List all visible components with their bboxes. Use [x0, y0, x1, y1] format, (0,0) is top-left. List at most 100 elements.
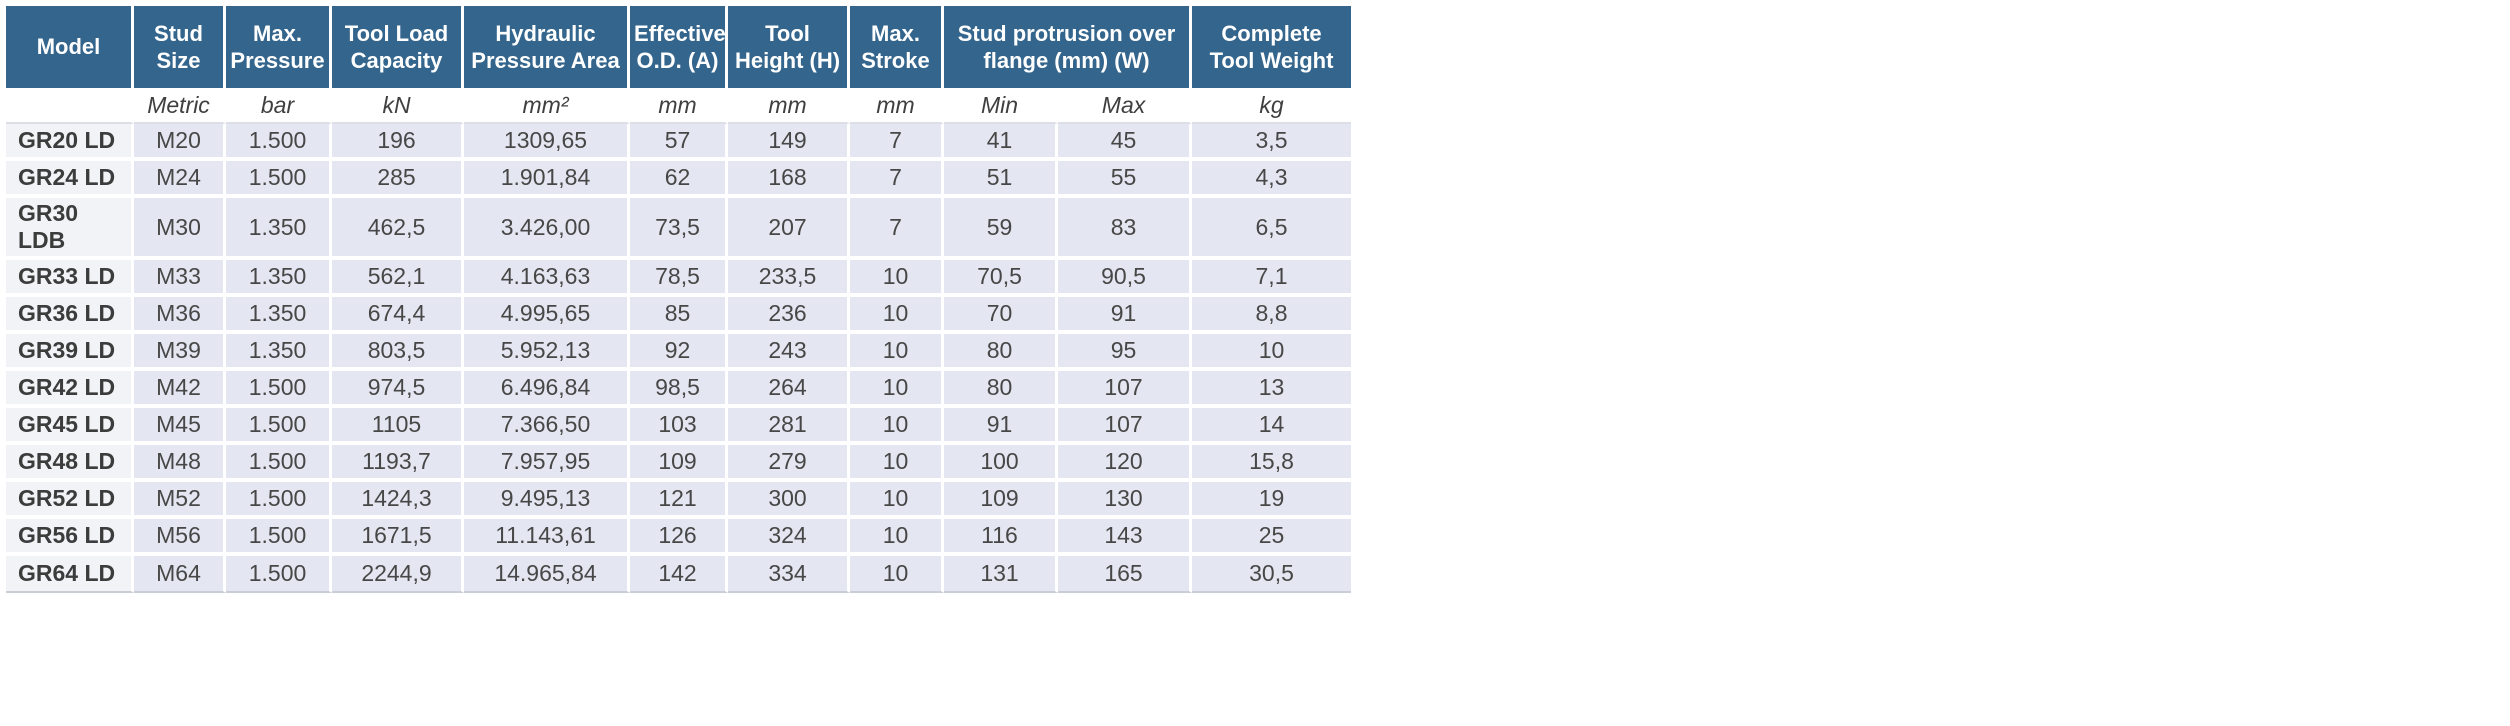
unit-cell-tool-load: kN: [332, 88, 464, 124]
cell-max-stroke: 10: [850, 408, 944, 445]
cell-effective-od: 126: [630, 519, 728, 556]
cell-hydraulic-pressure-area: 5.952,13: [464, 334, 630, 371]
unit-cell-max-pressure: bar: [226, 88, 332, 124]
cell-stud-size: M39: [134, 334, 226, 371]
cell-max-stroke: 7: [850, 161, 944, 198]
cell-tool-height: 334: [728, 556, 850, 593]
cell-max-pressure: 1.500: [226, 519, 332, 556]
cell-effective-od: 92: [630, 334, 728, 371]
cell-max-pressure: 1.500: [226, 556, 332, 593]
cell-tool-load-capacity: 1105: [332, 408, 464, 445]
cell-tool-height: 264: [728, 371, 850, 408]
cell-effective-od: 121: [630, 482, 728, 519]
cell-max-pressure: 1.350: [226, 198, 332, 260]
row-model-cell: GR45 LD: [6, 408, 134, 445]
cell-protrusion-min: 131: [944, 556, 1058, 593]
col-header-stud-size: Stud Size: [134, 6, 226, 88]
cell-hydraulic-pressure-area: 11.143,61: [464, 519, 630, 556]
cell-protrusion-min: 116: [944, 519, 1058, 556]
cell-max-stroke: 7: [850, 198, 944, 260]
cell-max-stroke: 10: [850, 482, 944, 519]
row-model-cell: GR42 LD: [6, 371, 134, 408]
cell-protrusion-min: 80: [944, 371, 1058, 408]
cell-weight: 7,1: [1192, 260, 1352, 297]
unit-cell-weight: kg: [1192, 88, 1352, 124]
row-model-cell: GR39 LD: [6, 334, 134, 371]
cell-weight: 14: [1192, 408, 1352, 445]
cell-weight: 19: [1192, 482, 1352, 519]
cell-max-pressure: 1.500: [226, 161, 332, 198]
table-row: GR52 LD M52 1.500 1424,3 9.495,13 121 30…: [6, 482, 1352, 519]
cell-tool-height: 300: [728, 482, 850, 519]
cell-max-pressure: 1.500: [226, 482, 332, 519]
cell-protrusion-min: 109: [944, 482, 1058, 519]
cell-weight: 30,5: [1192, 556, 1352, 593]
cell-protrusion-max: 130: [1058, 482, 1193, 519]
cell-hydraulic-pressure-area: 7.957,95: [464, 445, 630, 482]
cell-hydraulic-pressure-area: 4.995,65: [464, 297, 630, 334]
cell-tool-height: 236: [728, 297, 850, 334]
table-row: GR56 LD M56 1.500 1671,5 11.143,61 126 3…: [6, 519, 1352, 556]
cell-stud-size: M48: [134, 445, 226, 482]
cell-tool-load-capacity: 1424,3: [332, 482, 464, 519]
cell-weight: 25: [1192, 519, 1352, 556]
cell-max-stroke: 10: [850, 334, 944, 371]
cell-tool-height: 149: [728, 124, 850, 161]
cell-effective-od: 98,5: [630, 371, 728, 408]
col-header-max-pressure: Max. Pressure: [226, 6, 332, 88]
cell-protrusion-min: 59: [944, 198, 1058, 260]
cell-effective-od: 73,5: [630, 198, 728, 260]
cell-protrusion-min: 70,5: [944, 260, 1058, 297]
table-row: GR30 LDB M30 1.350 462,5 3.426,00 73,5 2…: [6, 198, 1352, 260]
units-row: Metric bar kN mm² mm mm mm Min Max kg: [6, 88, 1352, 124]
cell-max-stroke: 10: [850, 297, 944, 334]
cell-effective-od: 62: [630, 161, 728, 198]
cell-max-pressure: 1.350: [226, 334, 332, 371]
unit-cell-protrusion-max: Max: [1058, 88, 1193, 124]
cell-hydraulic-pressure-area: 7.366,50: [464, 408, 630, 445]
cell-tool-height: 243: [728, 334, 850, 371]
cell-hydraulic-pressure-area: 3.426,00: [464, 198, 630, 260]
cell-protrusion-max: 45: [1058, 124, 1193, 161]
col-header-tool-load-capacity: Tool Load Capacity: [332, 6, 464, 88]
cell-tool-load-capacity: 285: [332, 161, 464, 198]
table-row: GR42 LD M42 1.500 974,5 6.496,84 98,5 26…: [6, 371, 1352, 408]
unit-cell-tool-height: mm: [728, 88, 850, 124]
cell-tool-load-capacity: 462,5: [332, 198, 464, 260]
cell-stud-size: M64: [134, 556, 226, 593]
row-model-cell: GR56 LD: [6, 519, 134, 556]
row-model-cell: GR52 LD: [6, 482, 134, 519]
cell-weight: 8,8: [1192, 297, 1352, 334]
table-row: GR36 LD M36 1.350 674,4 4.995,65 85 236 …: [6, 297, 1352, 334]
col-header-hydraulic-pressure-area: Hydraulic Pressure Area: [464, 6, 630, 88]
cell-tool-height: 233,5: [728, 260, 850, 297]
cell-max-pressure: 1.350: [226, 260, 332, 297]
cell-max-stroke: 10: [850, 260, 944, 297]
cell-max-pressure: 1.500: [226, 371, 332, 408]
cell-protrusion-max: 143: [1058, 519, 1193, 556]
table-row: GR24 LD M24 1.500 285 1.901,84 62 168 7 …: [6, 161, 1352, 198]
table-row: GR48 LD M48 1.500 1193,7 7.957,95 109 27…: [6, 445, 1352, 482]
unit-cell-protrusion-min: Min: [944, 88, 1058, 124]
cell-max-pressure: 1.500: [226, 124, 332, 161]
cell-tool-load-capacity: 2244,9: [332, 556, 464, 593]
cell-weight: 4,3: [1192, 161, 1352, 198]
cell-tool-load-capacity: 1671,5: [332, 519, 464, 556]
cell-hydraulic-pressure-area: 9.495,13: [464, 482, 630, 519]
unit-cell-stud-size: Metric: [134, 88, 226, 124]
col-header-stud-protrusion: Stud protrusion over flange (mm) (W): [944, 6, 1193, 88]
cell-max-pressure: 1.500: [226, 445, 332, 482]
cell-protrusion-max: 55: [1058, 161, 1193, 198]
cell-effective-od: 57: [630, 124, 728, 161]
cell-max-stroke: 10: [850, 445, 944, 482]
cell-stud-size: M30: [134, 198, 226, 260]
unit-cell-effective-od: mm: [630, 88, 728, 124]
cell-protrusion-max: 91: [1058, 297, 1193, 334]
row-model-cell: GR33 LD: [6, 260, 134, 297]
cell-tool-height: 281: [728, 408, 850, 445]
table-row: GR20 LD M20 1.500 196 1309,65 57 149 7 4…: [6, 124, 1352, 161]
table-row: GR33 LD M33 1.350 562,1 4.163,63 78,5 23…: [6, 260, 1352, 297]
row-model-cell: GR24 LD: [6, 161, 134, 198]
cell-stud-size: M52: [134, 482, 226, 519]
row-model-cell: GR48 LD: [6, 445, 134, 482]
